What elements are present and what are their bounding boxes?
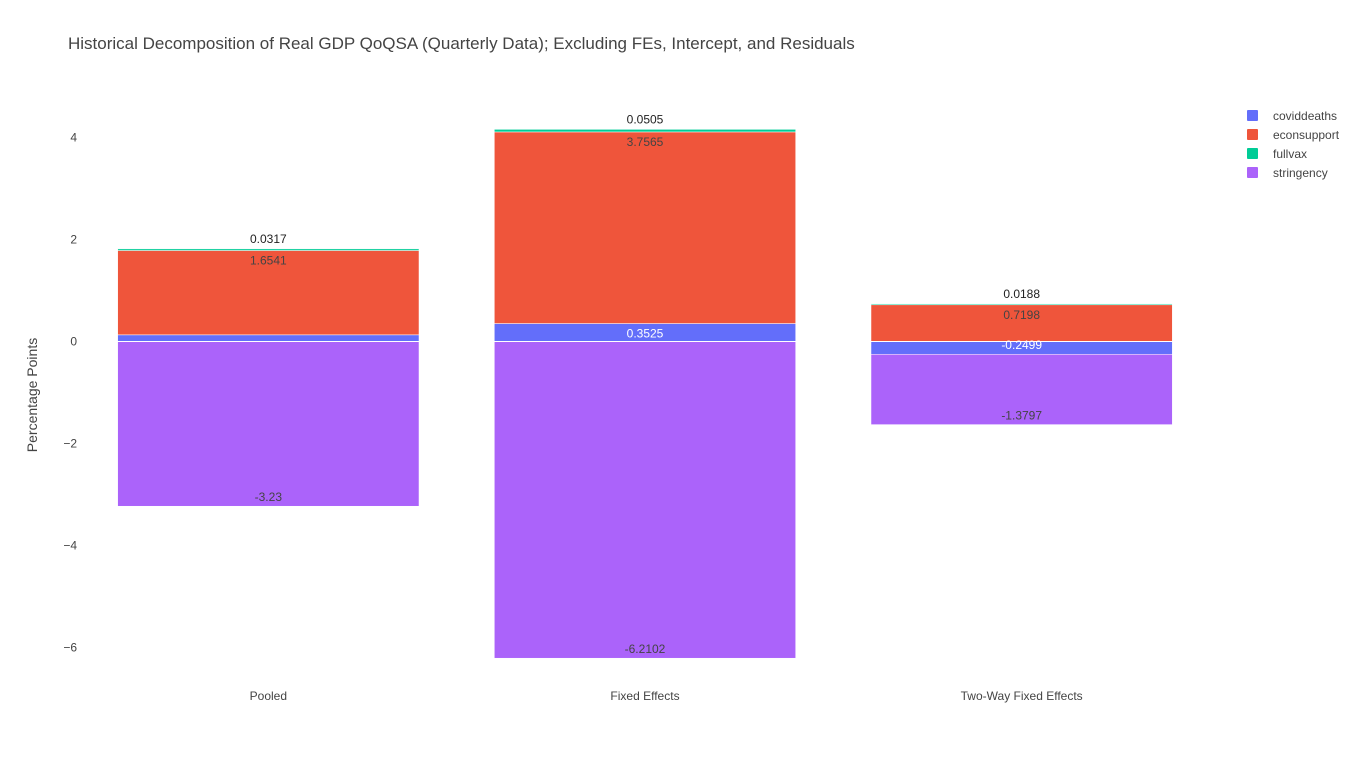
legend-label: stringency: [1273, 165, 1328, 180]
data-label-stringency: -3.23: [255, 490, 283, 504]
x-tick-label: Two-Way Fixed Effects: [961, 689, 1083, 703]
y-tick-label: 4: [70, 131, 77, 145]
bar-coviddeaths[interactable]: [117, 334, 420, 342]
x-tick-label: Fixed Effects: [610, 689, 679, 703]
y-tick-label: 2: [70, 233, 77, 247]
y-axis: 4 2 0 −2 −4 −6: [63, 131, 77, 655]
x-axis: Pooled Fixed Effects Two-Way Fixed Effects: [250, 689, 1083, 703]
bar-stringency[interactable]: [494, 341, 796, 659]
y-tick-label: −2: [63, 437, 77, 451]
legend-item-coviddeaths[interactable]: coviddeaths: [1247, 106, 1339, 125]
data-label-stringency: -6.2102: [625, 642, 666, 656]
legend-swatch: [1247, 148, 1258, 159]
y-tick-label: −4: [63, 539, 77, 553]
x-tick-label: Pooled: [250, 689, 287, 703]
legend-label: fullvax: [1273, 146, 1308, 161]
y-axis-label: Percentage Points: [24, 338, 40, 452]
bar-fullvax[interactable]: [117, 248, 420, 251]
legend-label: econsupport: [1273, 127, 1340, 142]
data-label-econsupport: 1.6541: [250, 253, 287, 267]
data-labels-layer: 1.6541 0.0317 -3.23 0.3525 3.7565 0.0505 -6.21…: [250, 112, 1042, 656]
chart-title: Historical Decomposition of Real GDP QoQ…: [68, 34, 855, 53]
bar-stringency[interactable]: [870, 353, 1173, 425]
data-label-econsupport: 3.7565: [627, 135, 664, 149]
data-label-econsupport: 0.7198: [1003, 308, 1040, 322]
bar-econsupport[interactable]: [870, 304, 1173, 342]
legend[interactable]: coviddeaths econsupport fullvax stringency: [1247, 106, 1339, 182]
data-label-coviddeaths: -0.2499: [1001, 338, 1042, 352]
data-label-fullvax: 0.0317: [250, 232, 287, 246]
data-label-fullvax: 0.0188: [1003, 287, 1040, 301]
legend-item-econsupport[interactable]: econsupport: [1247, 125, 1339, 144]
legend-item-fullvax[interactable]: fullvax: [1247, 144, 1339, 163]
legend-item-stringency[interactable]: stringency: [1247, 163, 1339, 182]
bar-stringency[interactable]: [117, 341, 420, 507]
legend-label: coviddeaths: [1273, 108, 1338, 123]
legend-swatch: [1247, 110, 1258, 121]
data-label-stringency: -1.3797: [1001, 409, 1042, 423]
y-tick-label: −6: [63, 641, 77, 655]
legend-swatch: [1247, 167, 1258, 178]
data-label-fullvax: 0.0505: [627, 112, 664, 126]
bar-fullvax[interactable]: [494, 129, 796, 133]
y-tick-label: 0: [70, 335, 77, 349]
bar-fullvax[interactable]: [870, 303, 1173, 306]
bar-econsupport[interactable]: [117, 250, 420, 336]
bar-econsupport[interactable]: [494, 131, 796, 324]
data-label-coviddeaths: 0.3525: [627, 327, 664, 341]
legend-swatch: [1247, 129, 1258, 140]
bars-layer: [80, 129, 1210, 659]
